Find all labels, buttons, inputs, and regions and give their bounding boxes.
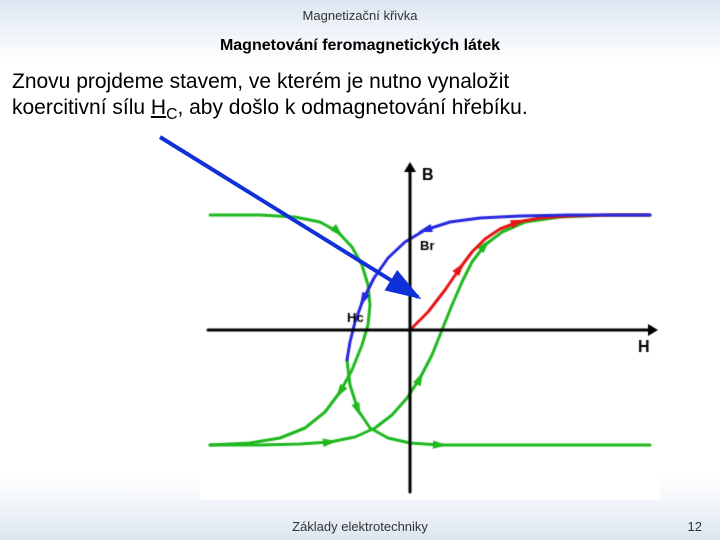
- hc-letter: H: [151, 96, 166, 119]
- para-line1: Znovu projdeme stavem, ve kterém je nutn…: [12, 70, 509, 93]
- chart-canvas: [200, 160, 660, 500]
- slide-subtitle: Magnetování feromagnetických látek: [0, 27, 720, 63]
- hysteresis-chart: [200, 160, 660, 500]
- para-line2a: koercitivní sílu: [12, 96, 151, 119]
- footer-text: Základy elektrotechniky: [0, 519, 720, 534]
- body-paragraph: Znovu projdeme stavem, ve kterém je nutn…: [0, 63, 720, 125]
- hc-sub: C: [166, 106, 177, 123]
- hc-symbol: HC: [151, 96, 178, 119]
- slide-header: Magnetizační křivka: [0, 0, 720, 27]
- para-line2b: , aby došlo k odmagnetování hřebíku.: [177, 96, 527, 119]
- slide-header-text: Magnetizační křivka: [303, 8, 418, 23]
- page-number: 12: [688, 519, 702, 534]
